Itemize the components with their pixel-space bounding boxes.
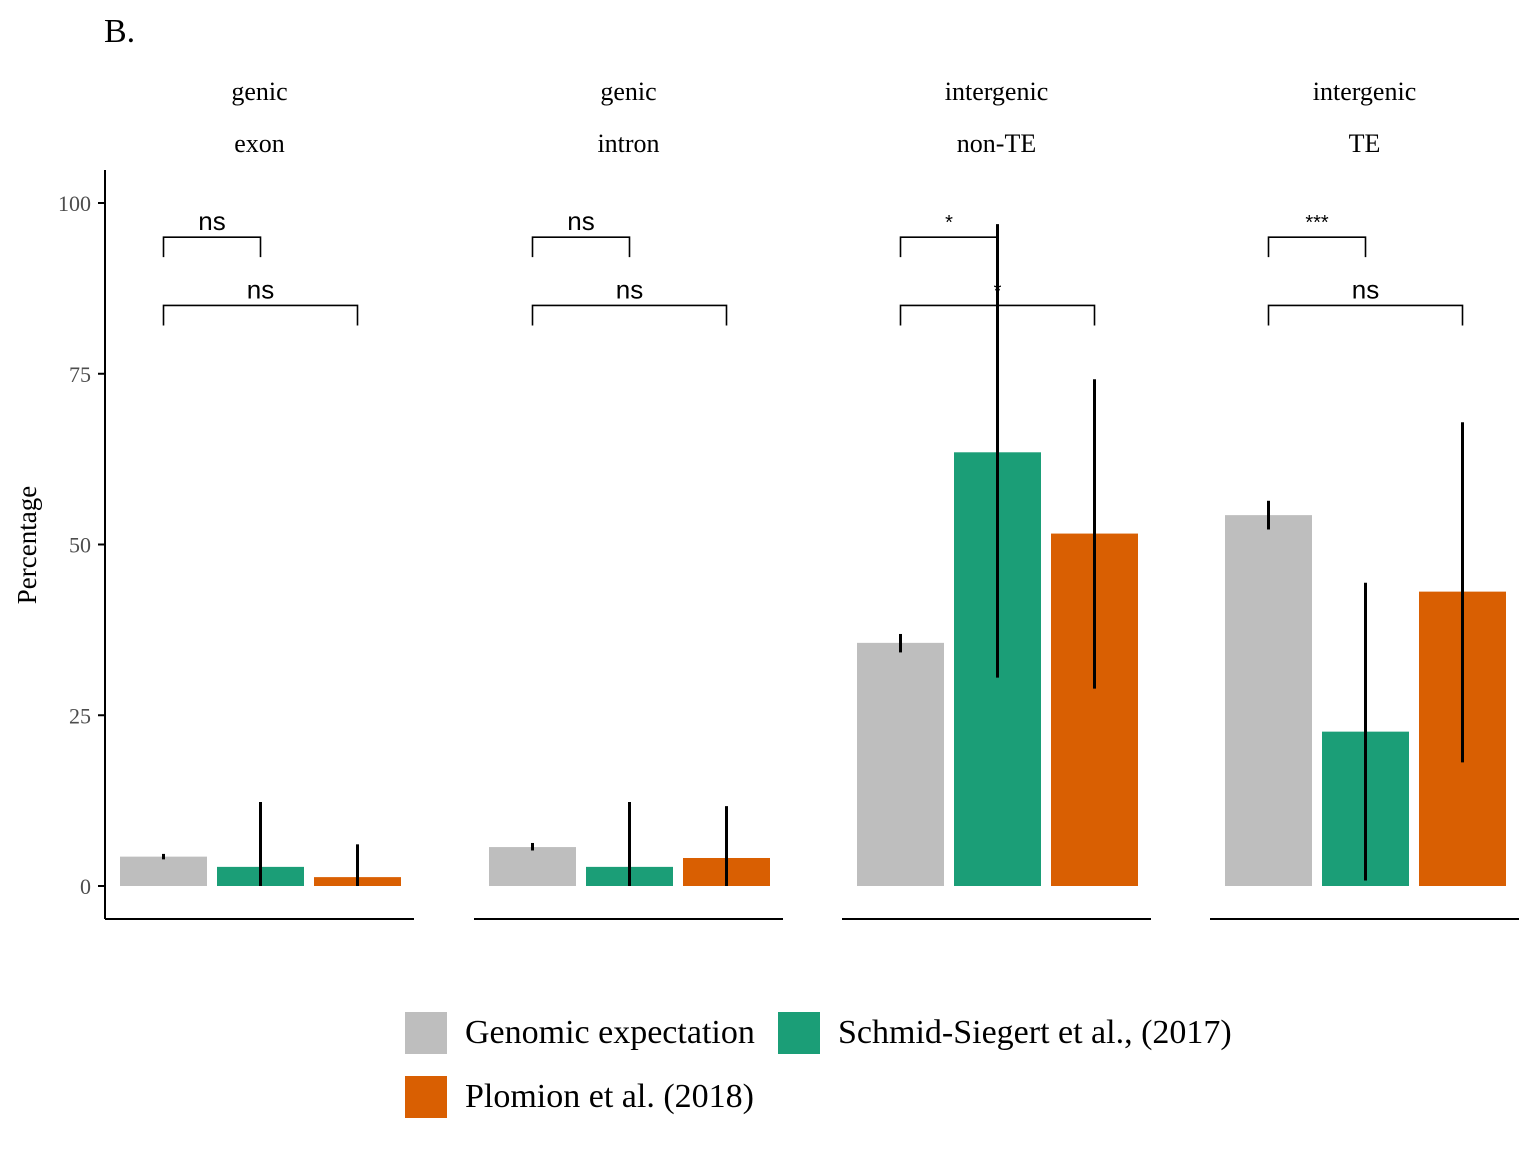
- y-tick-label: 25: [69, 703, 91, 728]
- facet-strip-label-top: genic: [231, 77, 287, 106]
- significance-bracket: [1267, 236, 1367, 258]
- plot-layer: 0 25 50 75 100 genic exon ns ns genic intron ns ns in…: [58, 77, 1519, 920]
- significance-label: ns: [616, 274, 643, 304]
- y-tick-label: 75: [69, 362, 91, 387]
- panel-label: B.: [104, 13, 135, 50]
- legend-label-schmid-siegert: Schmid-Siegert et al., (2017): [838, 1014, 1232, 1051]
- legend-label-genomic-expectation: Genomic expectation: [465, 1014, 755, 1051]
- legend-item-plomion: Plomion et al. (2018): [405, 1076, 754, 1118]
- y-axis-title-group: Percentage: [12, 486, 42, 604]
- significance-label: ***: [1305, 212, 1329, 234]
- bar: [120, 856, 207, 886]
- y-tick-label: 0: [80, 874, 91, 899]
- significance-bracket: [531, 304, 728, 326]
- legend-label-plomion: Plomion et al. (2018): [465, 1078, 754, 1115]
- significance-label: *: [945, 212, 953, 234]
- bar: [1225, 515, 1312, 886]
- legend-item-genomic-expectation: Genomic expectation: [405, 1012, 755, 1054]
- facet-strip-label-bottom: intron: [597, 129, 659, 158]
- facet-strip-label-top: intergenic: [1313, 77, 1416, 106]
- significance-bracket: [1267, 304, 1464, 326]
- legend-swatch-plomion: [405, 1076, 447, 1118]
- significance-label: ns: [567, 206, 594, 236]
- bar: [489, 847, 576, 886]
- bar: [857, 642, 944, 886]
- significance-bracket: [162, 236, 262, 258]
- legend-swatch-schmid-siegert: [778, 1012, 820, 1054]
- facet-strip-label-top: intergenic: [945, 77, 1048, 106]
- significance-label: ns: [198, 206, 225, 236]
- legend-swatch-genomic-expectation: [405, 1012, 447, 1054]
- y-tick-label: 50: [69, 533, 91, 558]
- facet-strip-label-bottom: exon: [234, 129, 285, 158]
- significance-bracket: [162, 304, 359, 326]
- significance-bracket: [531, 236, 631, 258]
- significance-bracket: [899, 304, 1096, 326]
- facet-strip-label-bottom: non-TE: [957, 129, 1036, 158]
- faceted-bar-chart: B. Percentage 0 25 50 75 100 genic exon ns ns gen…: [12, 13, 1519, 920]
- significance-label: ns: [1352, 274, 1379, 304]
- significance-label: ns: [247, 274, 274, 304]
- significance-bracket: [899, 236, 999, 258]
- significance-label: *: [994, 280, 1002, 302]
- y-tick-label: 100: [58, 191, 91, 216]
- y-axis-title: Percentage: [12, 486, 42, 604]
- facet-strip-label-bottom: TE: [1349, 129, 1381, 158]
- legend-item-schmid-siegert: Schmid-Siegert et al., (2017): [778, 1012, 1232, 1054]
- facet-strip-label-top: genic: [600, 77, 656, 106]
